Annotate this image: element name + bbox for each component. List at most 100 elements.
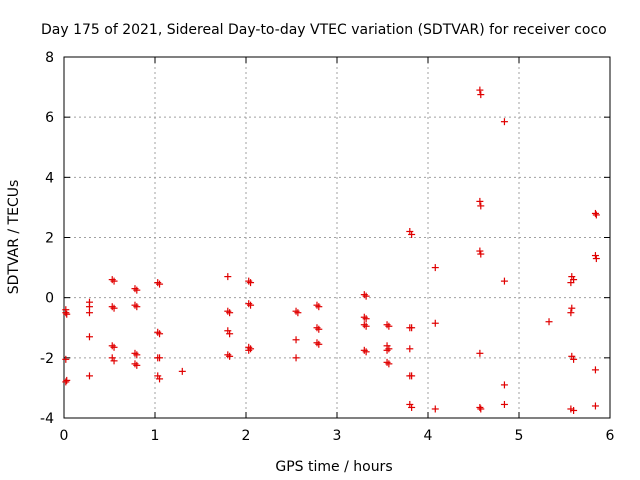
data-point: [313, 301, 321, 309]
data-point: [408, 403, 416, 411]
data-point: [62, 355, 70, 363]
data-point: [110, 304, 118, 312]
data-point: [226, 330, 234, 338]
data-point: [360, 313, 368, 321]
x-tick-label: 4: [424, 428, 433, 444]
x-tick-label: 1: [151, 428, 160, 444]
data-point: [568, 304, 576, 312]
data-point: [477, 202, 485, 210]
data-point: [500, 277, 508, 285]
data-point: [406, 345, 414, 353]
data-point: [476, 247, 484, 255]
data-point: [570, 406, 578, 414]
data-point: [62, 378, 70, 386]
data-point: [133, 286, 141, 294]
data-point: [224, 273, 232, 281]
data-point: [226, 352, 234, 360]
data-point: [110, 357, 118, 365]
y-tick-label: 8: [45, 50, 54, 66]
data-point: [592, 211, 600, 219]
data-point: [245, 346, 253, 354]
data-point: [476, 197, 484, 205]
data-point: [591, 209, 599, 217]
data-point: [292, 336, 300, 344]
x-axis-label: GPS time / hours: [275, 459, 392, 475]
data-point: [385, 322, 393, 330]
y-tick-label: 0: [45, 291, 54, 307]
data-point: [476, 349, 484, 357]
y-tick-label: -4: [40, 411, 54, 427]
data-point: [383, 358, 391, 366]
data-point: [63, 310, 71, 318]
data-point: [477, 91, 485, 99]
data-point: [131, 349, 139, 357]
data-point: [131, 360, 139, 368]
data-point: [108, 303, 116, 311]
x-tick-label: 2: [242, 428, 251, 444]
data-point: [570, 355, 578, 363]
data-point: [362, 322, 370, 330]
data-point: [567, 279, 575, 287]
data-point: [224, 307, 232, 315]
grid-layer: [64, 57, 610, 418]
data-point: [226, 309, 234, 317]
data-point: [408, 230, 416, 238]
data-point: [247, 301, 255, 309]
data-point: [315, 303, 323, 311]
data-point: [85, 372, 93, 380]
data-point: [178, 367, 186, 375]
data-point: [431, 319, 439, 327]
data-point: [500, 118, 508, 126]
data-point: [131, 301, 139, 309]
data-point: [108, 342, 116, 350]
data-point: [62, 309, 70, 317]
data-point: [431, 264, 439, 272]
data-point: [133, 361, 141, 369]
data-point: [245, 300, 253, 308]
data-point: [156, 330, 164, 338]
y-tick-label: -2: [40, 351, 54, 367]
data-point: [477, 405, 485, 413]
data-point: [362, 315, 370, 323]
data-point: [313, 324, 321, 332]
data-point: [133, 351, 141, 359]
data-point: [156, 280, 164, 288]
data-point: [362, 348, 370, 356]
data-point: [131, 285, 139, 293]
x-tick-label: 5: [515, 428, 524, 444]
y-tick-label: 4: [45, 170, 54, 186]
x-tick-label: 3: [333, 428, 342, 444]
data-point: [292, 354, 300, 362]
data-point: [567, 309, 575, 317]
data-point: [477, 250, 485, 258]
y-axis-label: SDTVAR / TECUs: [6, 180, 22, 295]
x-tick-label: 0: [60, 428, 69, 444]
data-point: [591, 366, 599, 374]
data-point: [360, 346, 368, 354]
data-point: [247, 279, 255, 287]
data-point: [431, 405, 439, 413]
data-points: [62, 86, 600, 414]
data-point: [133, 303, 141, 311]
data-point: [292, 307, 300, 315]
x-tick-label: 6: [606, 428, 615, 444]
data-point: [63, 376, 71, 384]
data-point: [154, 279, 162, 287]
data-point: [545, 318, 553, 326]
data-point: [383, 321, 391, 329]
data-point: [108, 276, 116, 284]
data-point: [247, 345, 255, 353]
data-point: [591, 402, 599, 410]
data-point: [408, 372, 416, 380]
data-point: [591, 252, 599, 260]
data-point: [476, 403, 484, 411]
data-point: [85, 333, 93, 341]
chart-title: Day 175 of 2021, Sidereal Day-to-day VTE…: [41, 22, 607, 38]
data-point: [362, 292, 370, 300]
data-point: [85, 303, 93, 311]
data-point: [476, 86, 484, 94]
data-point: [360, 291, 368, 299]
data-point: [500, 400, 508, 408]
data-point: [85, 309, 93, 317]
